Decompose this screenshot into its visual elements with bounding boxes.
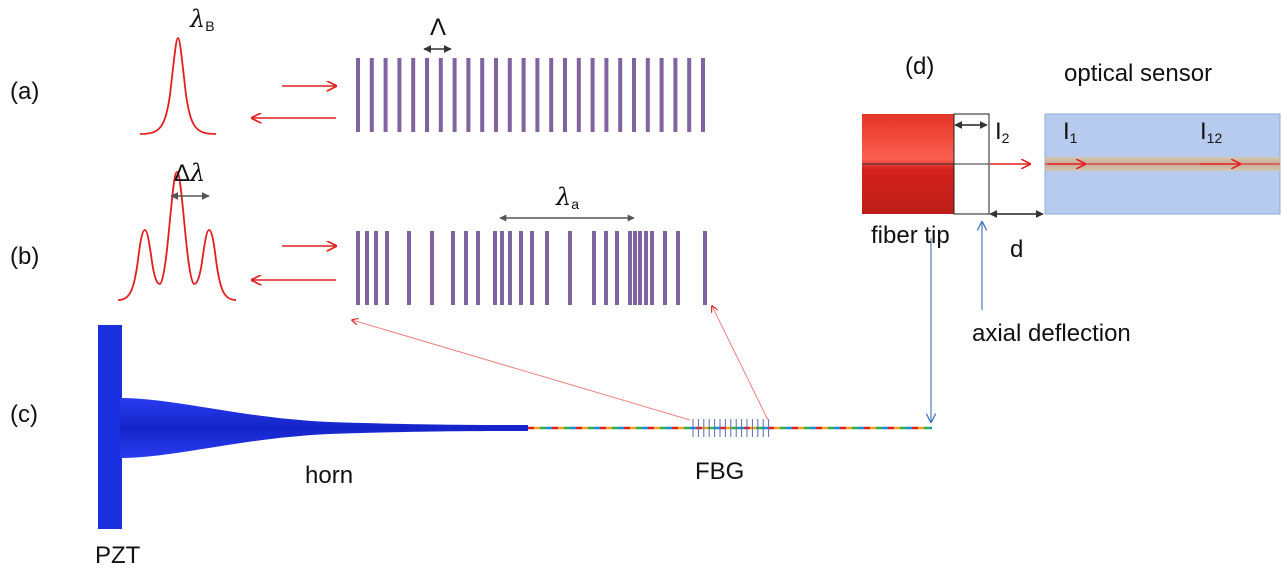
grating-bar xyxy=(632,58,636,132)
grating-bar xyxy=(508,231,512,305)
acoustic-wavelength-sub: a xyxy=(571,196,580,212)
intensity-i12-sub: 12 xyxy=(1206,130,1223,146)
panel-label-b: (b) xyxy=(10,243,40,270)
grating-bar xyxy=(530,231,534,305)
grating-bar xyxy=(618,58,623,132)
grating-bar xyxy=(645,58,650,132)
grating-period-symbol: Λ xyxy=(430,16,446,40)
grating-bar xyxy=(659,58,664,132)
grating-bar xyxy=(687,58,692,132)
delta-lambda-symbol: Δλ xyxy=(174,161,205,186)
grating-bar xyxy=(464,231,468,305)
intensity-i12-base: I xyxy=(1200,118,1207,145)
grating-bar xyxy=(451,231,455,305)
grating-bar xyxy=(397,58,402,132)
modulated-grating xyxy=(356,231,707,305)
grating-bar xyxy=(430,231,434,305)
distance-label: d xyxy=(1010,236,1024,263)
grating-period-lambda: Λ xyxy=(430,14,447,41)
grating-bar xyxy=(638,231,642,305)
grating-bar xyxy=(438,58,443,132)
grating-bar xyxy=(425,58,429,132)
fbg-guide-line-left xyxy=(352,320,691,421)
grating-bar xyxy=(385,231,389,305)
grating-bar xyxy=(521,58,526,132)
grating-bar xyxy=(590,58,595,132)
horn-taper xyxy=(120,398,528,458)
grating-bar xyxy=(673,58,678,132)
grating-bar xyxy=(476,231,480,305)
grating-bar xyxy=(644,231,648,305)
pzt-label: PZT xyxy=(95,542,141,569)
horn-label: horn xyxy=(305,462,354,489)
intensity-i2-sub: 2 xyxy=(1001,130,1010,146)
bragg-peak-curve xyxy=(139,37,217,135)
fbg-marks xyxy=(692,419,770,437)
acoustic-wavelength-lambda: λ xyxy=(556,183,572,211)
optical-sensor-label: optical sensor xyxy=(1064,60,1213,87)
intensity-i2-base: I xyxy=(995,118,1002,145)
axial-deflection-label: axial deflection xyxy=(972,320,1131,347)
grating-bar xyxy=(500,231,504,305)
grating-bar xyxy=(650,231,654,305)
intensity-i12-label: I12 xyxy=(1200,118,1223,146)
grating-bar xyxy=(507,58,512,132)
intensity-i1-sub: 1 xyxy=(1069,130,1078,146)
fbg-guide-line-right xyxy=(712,306,769,421)
grating-bar xyxy=(576,58,581,132)
grating-bar xyxy=(535,58,540,132)
grating-bar xyxy=(407,231,411,305)
panel-label-c: (c) xyxy=(10,401,38,428)
panel-label-d: (d) xyxy=(905,53,935,80)
intensity-i2-label: I2 xyxy=(995,118,1010,146)
grating-bar xyxy=(592,231,596,305)
grating-bar xyxy=(466,58,471,132)
bragg-wavelength-lambda: λ xyxy=(190,5,206,33)
grating-bar xyxy=(411,58,416,132)
intensity-i1-base: I xyxy=(1063,118,1070,145)
grating-bar xyxy=(549,58,554,132)
acoustic-wavelength-symbol: λa xyxy=(556,185,579,211)
grating-bar xyxy=(383,58,388,132)
grating-bar xyxy=(676,231,680,305)
grating-bar xyxy=(563,58,567,132)
delta-symbol: Δ xyxy=(174,160,191,187)
grating-bar xyxy=(701,58,705,132)
grating-bar xyxy=(519,231,523,305)
grating-bar xyxy=(369,58,374,132)
grating-bar xyxy=(545,231,549,305)
fiber-tip-label: fiber tip xyxy=(871,222,950,249)
uniform-grating xyxy=(356,58,705,132)
intensity-i1-label: I1 xyxy=(1063,118,1078,146)
fbg-label: FBG xyxy=(695,458,745,485)
grating-bar xyxy=(615,231,619,305)
pzt-disk xyxy=(98,325,122,529)
panel-label-a: (a) xyxy=(10,78,40,105)
grating-bar xyxy=(703,231,707,305)
split-peaks-curve xyxy=(117,171,237,301)
grating-bar xyxy=(374,231,378,305)
grating-bar xyxy=(356,231,360,305)
grating-bar xyxy=(633,231,637,305)
grating-bar xyxy=(628,231,632,305)
grating-bar xyxy=(663,231,667,305)
grating-bar xyxy=(493,231,497,305)
delta-lambda-lambda: λ xyxy=(190,159,206,187)
grating-bar xyxy=(494,58,498,132)
grating-bar xyxy=(604,58,609,132)
bragg-wavelength-sub: B xyxy=(205,18,215,34)
grating-bar xyxy=(480,58,485,132)
grating-bar xyxy=(604,231,608,305)
bragg-wavelength-symbol: λB xyxy=(190,7,215,33)
grating-bar xyxy=(568,231,572,305)
grating-bar xyxy=(356,58,360,132)
grating-bar xyxy=(452,58,457,132)
grating-bar xyxy=(365,231,369,305)
